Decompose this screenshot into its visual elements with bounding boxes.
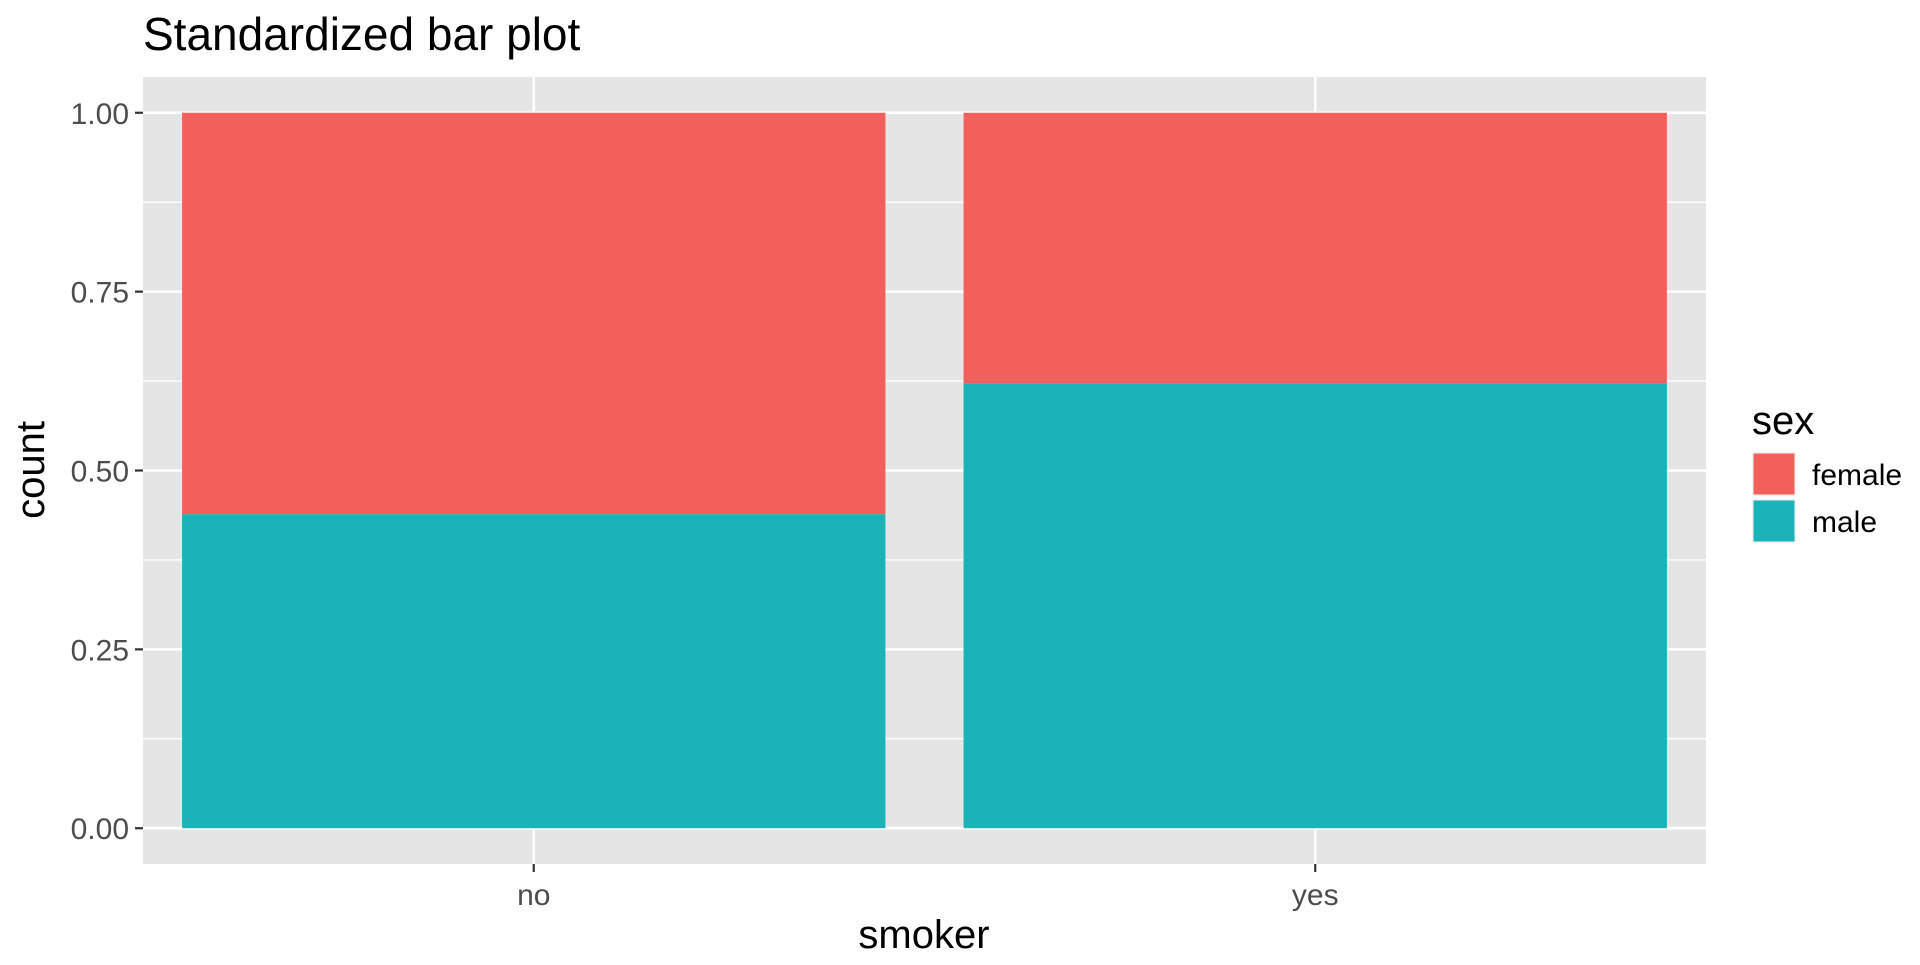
bars (182, 112, 1667, 829)
y-tick-label: 0.50 (71, 456, 129, 489)
bar-male-no (182, 514, 886, 829)
legend: sex female male (1752, 399, 1902, 543)
x-tick-label: yes (1292, 879, 1339, 912)
bar-female-yes (963, 112, 1667, 384)
x-axis-title: smoker (858, 913, 989, 957)
legend-label-female: female (1812, 459, 1902, 492)
legend-label-male: male (1812, 506, 1877, 539)
legend-swatch-male (1753, 500, 1795, 542)
y-axis-title: count (9, 421, 53, 519)
x-tick-label: no (517, 879, 550, 912)
axes: 0.00 0.25 0.50 0.75 1.00 no yes (71, 98, 1339, 912)
y-tick-label: 0.00 (71, 813, 129, 846)
y-tick-label: 0.75 (71, 277, 129, 310)
bar-female-no (182, 112, 886, 515)
bar-male-yes (963, 383, 1667, 829)
legend-entries: female male (1752, 452, 1902, 543)
legend-swatch-female (1753, 453, 1795, 495)
y-tick-label: 0.25 (71, 634, 129, 667)
y-tick-label: 1.00 (71, 98, 129, 131)
legend-title: sex (1752, 399, 1814, 443)
chart-title: Standardized bar plot (143, 8, 581, 60)
